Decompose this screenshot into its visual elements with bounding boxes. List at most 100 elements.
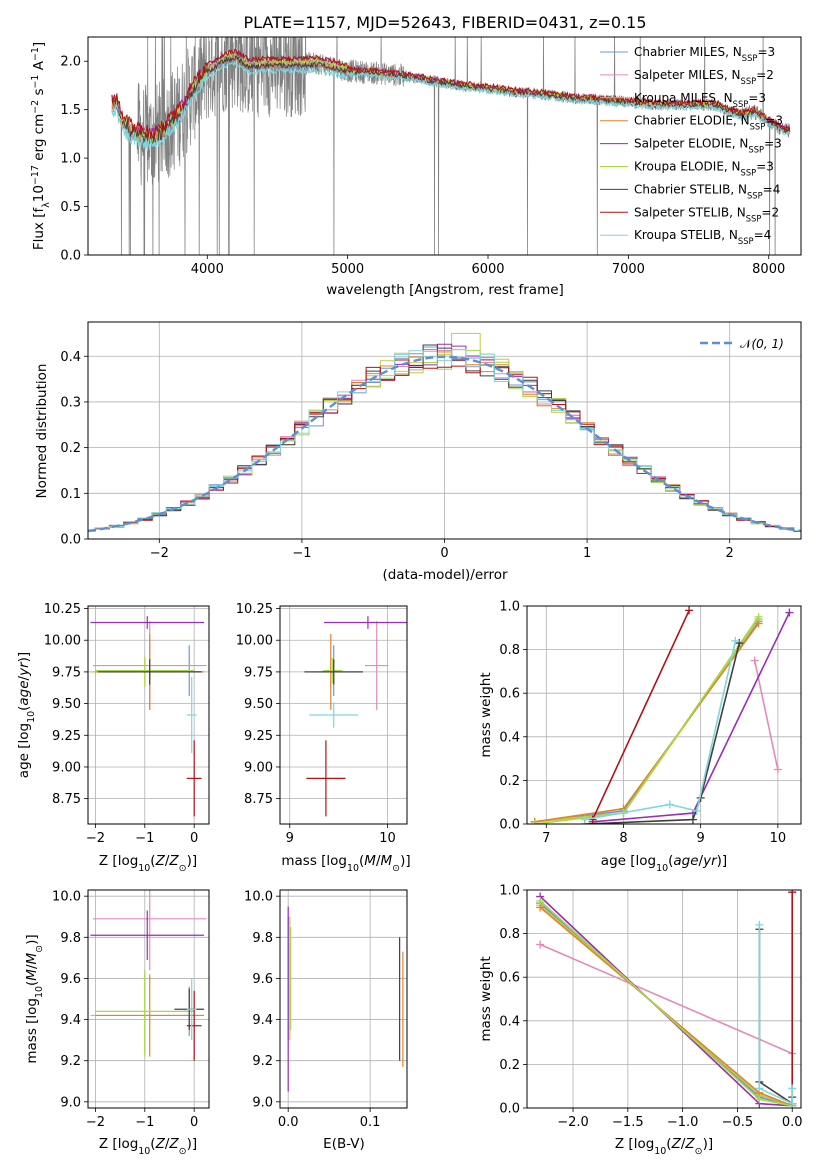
weight-marker-salpeter-stelib bbox=[788, 890, 797, 897]
spectrum-ylabel: Flux [fλ10−17 erg cm−2 s−1 A−1] bbox=[30, 42, 52, 250]
y-tick-label: 10.0 bbox=[52, 890, 81, 905]
age-vs-Z-ylabel: age [log10(age/yr)] bbox=[16, 652, 37, 778]
weight-marker-kroupa-elodie bbox=[530, 820, 539, 824]
plot-area-age-vs-Z bbox=[90, 616, 207, 817]
residuals-legend: 𝒩(0, 1) bbox=[700, 337, 784, 351]
plot-area-age-vs-mass bbox=[304, 616, 407, 817]
y-tick-label: 0.0 bbox=[60, 249, 81, 264]
y-tick-label: 9.00 bbox=[52, 760, 81, 775]
y-tick-label: 9.8 bbox=[60, 931, 81, 946]
spectrum-legend: Chabrier MILES, NSSP=3 Salpeter MILES, NS… bbox=[600, 45, 783, 246]
plot-area-spectrum bbox=[111, 37, 791, 255]
y-tick-label: 9.4 bbox=[252, 1013, 273, 1028]
errorbar-salpeter-elodie bbox=[90, 616, 205, 629]
plot-area-weight-vs-age bbox=[530, 606, 794, 824]
y-tick-label: 0.2 bbox=[499, 774, 520, 789]
spectrum-title: PLATE=1157, MJD=52643, FIBERID=0431, z=0… bbox=[243, 13, 646, 32]
y-tick-label: 8.75 bbox=[244, 792, 273, 807]
x-tick-label: −2 bbox=[86, 1115, 105, 1130]
legend-label-kroupa-elodie: Kroupa ELODIE, NSSP=3 bbox=[634, 160, 774, 178]
weight-vs-age-xlabel: age [log10(age/yr)] bbox=[601, 853, 727, 874]
y-tick-label: 1.0 bbox=[499, 884, 520, 899]
histogram-chabrier-stelib bbox=[88, 344, 801, 532]
y-tick-label: 0.8 bbox=[499, 927, 520, 942]
errorbar-kroupa-elodie bbox=[95, 970, 195, 1053]
y-tick-label: 9.0 bbox=[252, 1095, 273, 1110]
x-tick-label: 8 bbox=[619, 831, 627, 846]
x-tick-label: −1.5 bbox=[612, 1115, 644, 1130]
y-tick-label: 2.0 bbox=[60, 55, 81, 70]
legend-label-kroupa-stelib: Kroupa STELIB, NSSP=4 bbox=[634, 228, 771, 246]
legend-label-salpeter-stelib: Salpeter STELIB, NSSP=2 bbox=[634, 205, 779, 223]
weight-marker-chabrier-stelib bbox=[688, 815, 697, 824]
errorbar-salpeter-elodie bbox=[323, 616, 407, 629]
y-tick-label: 1.0 bbox=[60, 152, 81, 167]
y-tick-label: 10.00 bbox=[44, 634, 81, 649]
x-tick-label: 0 bbox=[190, 1115, 198, 1130]
axes-frame bbox=[87, 36, 802, 256]
y-tick-label: 9.4 bbox=[60, 1013, 81, 1028]
y-tick-label: 1.5 bbox=[60, 103, 81, 118]
weight-marker-kroupa-stelib bbox=[731, 636, 740, 645]
x-tick-label: 1 bbox=[583, 546, 591, 561]
errorbar-kroupa-elodie bbox=[322, 657, 343, 684]
y-tick-label: 9.50 bbox=[52, 697, 81, 712]
weight-marker-kroupa-stelib bbox=[665, 800, 674, 809]
weight-marker-salpeter-miles bbox=[536, 940, 545, 949]
panel-mass-vs-Z: −2 −1 0 9.0 9.2 9.4 9.6 9.8 10.0 bbox=[52, 889, 210, 1130]
legend-label-chabrier-elodie: Chabrier ELODIE, NSSP=3 bbox=[634, 114, 783, 132]
y-tick-label: 9.00 bbox=[244, 760, 273, 775]
y-tick-label: 0.4 bbox=[499, 730, 520, 745]
histogram-salpeter-miles bbox=[88, 350, 801, 532]
errorbar-salpeter-elodie bbox=[90, 910, 205, 960]
y-tick-label: 9.75 bbox=[52, 665, 81, 680]
spectrum-model-salpeter-stelib bbox=[111, 48, 791, 139]
weight-marker-salpeter-elodie bbox=[785, 608, 794, 617]
y-tick-label: 9.8 bbox=[252, 931, 273, 946]
y-tick-label: 9.25 bbox=[244, 729, 273, 744]
legend-label-gaussian: 𝒩(0, 1) bbox=[740, 337, 784, 351]
x-tick-label: 10 bbox=[379, 831, 396, 846]
legend-label-chabrier-stelib: Chabrier STELIB, NSSP=4 bbox=[634, 182, 780, 200]
x-tick-label: −1.0 bbox=[667, 1115, 699, 1130]
y-tick-label: 10.0 bbox=[244, 890, 273, 905]
y-tick-label: 9.2 bbox=[60, 1054, 81, 1069]
x-tick-label: −1 bbox=[135, 831, 154, 846]
y-tick-label: 9.75 bbox=[244, 665, 273, 680]
x-tick-label: 9 bbox=[286, 831, 294, 846]
panel-spectrum: 4000 5000 6000 7000 8000 0.0 0.5 1.0 1.5 2.0 bbox=[60, 36, 802, 277]
y-tick-label: 9.6 bbox=[252, 972, 273, 987]
errorbar-salpeter-miles bbox=[92, 890, 207, 971]
errorbar-salpeter-miles bbox=[364, 621, 389, 710]
x-tick-label: 0.1 bbox=[360, 1115, 381, 1130]
x-tick-label: −2.0 bbox=[557, 1115, 589, 1130]
y-tick-label: 0.4 bbox=[499, 1014, 520, 1029]
axes-frame bbox=[526, 605, 802, 825]
gaussian-curve bbox=[88, 355, 801, 533]
y-tick-label: 0.1 bbox=[60, 487, 81, 502]
weight-line-chabrier-stelib bbox=[758, 929, 794, 1106]
y-tick-label: 9.25 bbox=[52, 729, 81, 744]
weight-marker-kroupa-stelib bbox=[788, 1084, 797, 1093]
age-vs-Z-xlabel: Z [log10(Z/Z⊙)] bbox=[99, 853, 197, 874]
weight-line-salpeter-miles bbox=[753, 660, 779, 770]
x-tick-label: −0.5 bbox=[722, 1115, 754, 1130]
x-tick-label: 10 bbox=[770, 831, 787, 846]
x-tick-label: 2 bbox=[726, 546, 734, 561]
x-tick-label: 4000 bbox=[191, 262, 224, 277]
weight-marker-kroupa-elodie bbox=[755, 1095, 764, 1104]
weight-marker-kroupa-stelib bbox=[755, 920, 764, 929]
axes-frame bbox=[279, 605, 408, 825]
y-tick-label: 0.6 bbox=[499, 971, 520, 986]
y-tick-label: 8.75 bbox=[52, 792, 81, 807]
x-tick-label: 8000 bbox=[752, 262, 785, 277]
axes-frame bbox=[87, 889, 210, 1109]
x-tick-label: −1 bbox=[135, 1115, 154, 1130]
x-tick-label: 0 bbox=[440, 546, 448, 561]
x-tick-label: 7 bbox=[542, 831, 550, 846]
plot-area-mass-vs-EBV bbox=[287, 906, 404, 1092]
weight-marker-kroupa-stelib bbox=[755, 1084, 764, 1093]
plot-area-mass-vs-Z bbox=[90, 890, 207, 1061]
x-tick-label: 0 bbox=[190, 831, 198, 846]
